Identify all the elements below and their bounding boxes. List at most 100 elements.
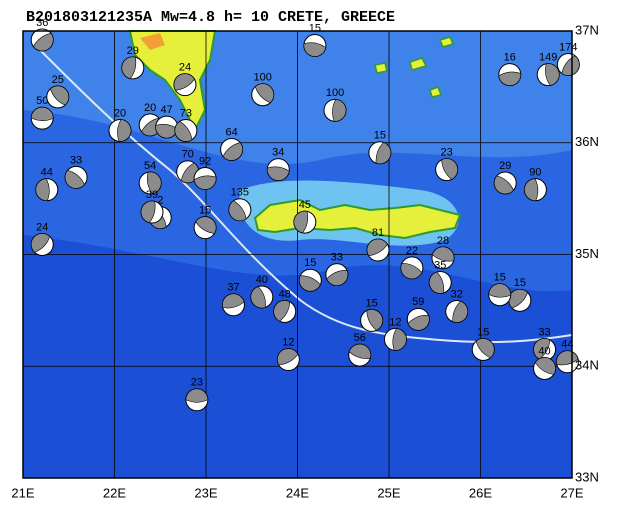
beachball bbox=[406, 307, 430, 331]
beachball bbox=[138, 171, 162, 195]
beachball bbox=[445, 299, 469, 323]
beachball-quadrant bbox=[392, 328, 407, 351]
event-depth: 37 bbox=[227, 282, 239, 294]
beachball bbox=[471, 337, 495, 361]
beachball bbox=[140, 200, 164, 224]
beachball-quadrant bbox=[524, 178, 539, 201]
event-depth: 15 bbox=[494, 272, 506, 284]
beachball bbox=[523, 178, 547, 202]
beachball-quadrant bbox=[254, 83, 274, 104]
beachball bbox=[173, 73, 197, 97]
beachball-quadrant bbox=[117, 119, 132, 142]
beachball bbox=[174, 118, 198, 142]
event-depth: 81 bbox=[372, 227, 384, 239]
beachball bbox=[298, 268, 322, 292]
beachball-quadrant bbox=[33, 32, 54, 52]
beachball-quadrant bbox=[277, 348, 299, 366]
beachball-quadrant bbox=[30, 233, 51, 253]
beachball bbox=[46, 85, 70, 109]
beachball bbox=[228, 198, 252, 222]
beachball bbox=[30, 28, 54, 52]
beachball-quadrant bbox=[155, 124, 178, 139]
event-depth: 32 bbox=[451, 288, 463, 300]
lat-label: 37N bbox=[575, 22, 599, 37]
event-depth: 35 bbox=[434, 259, 446, 271]
beachball bbox=[30, 106, 54, 130]
beachball-quadrant bbox=[193, 175, 217, 190]
islands bbox=[374, 36, 455, 98]
event-depth: 149 bbox=[539, 51, 557, 63]
event-depth: 2 bbox=[157, 195, 163, 207]
beachball-quadrant bbox=[50, 85, 70, 106]
event-depth: 12 bbox=[282, 336, 294, 348]
beachball bbox=[64, 165, 88, 189]
event-depth: 39 bbox=[146, 189, 158, 201]
beachball-quadrant bbox=[140, 200, 156, 224]
beachball-quadrant bbox=[428, 271, 445, 294]
event-depth: 22 bbox=[406, 245, 418, 257]
beachball-quadrant bbox=[366, 238, 388, 257]
lon-label: 25E bbox=[377, 485, 400, 500]
event-depth: 23 bbox=[441, 146, 453, 158]
lat-label: 33N bbox=[575, 469, 599, 484]
frame bbox=[22, 30, 573, 479]
beachball-quadrant bbox=[64, 169, 85, 189]
beachball-quadrant bbox=[273, 300, 291, 322]
beachball-quadrant bbox=[222, 142, 243, 161]
event-depth: 15 bbox=[374, 130, 386, 142]
lon-label: 23E bbox=[194, 485, 217, 500]
beachball bbox=[536, 63, 560, 87]
beachball-quadrant bbox=[121, 56, 137, 79]
beachball bbox=[35, 178, 59, 202]
event-depth: 135 bbox=[231, 187, 249, 199]
beachball-quadrant bbox=[432, 246, 455, 262]
beachball bbox=[400, 256, 424, 280]
beachball bbox=[533, 337, 557, 361]
beachball-quadrant bbox=[475, 338, 495, 359]
beachball-quadrant bbox=[545, 63, 560, 86]
beachball bbox=[193, 167, 217, 191]
event-depth: 15 bbox=[514, 277, 526, 289]
mountain bbox=[140, 33, 165, 50]
event-depth: 12 bbox=[389, 316, 401, 328]
event-depth: 100 bbox=[254, 72, 272, 84]
beachball-quadrant bbox=[493, 175, 514, 195]
lon-label: 26E bbox=[469, 485, 492, 500]
beachball-quadrant bbox=[293, 210, 309, 234]
event-depth: 73 bbox=[180, 107, 192, 119]
beachball-quadrant bbox=[303, 42, 327, 57]
beachball bbox=[431, 246, 455, 270]
event-depth: 29 bbox=[499, 160, 511, 172]
beachball bbox=[533, 356, 557, 380]
event-depth: 50 bbox=[36, 95, 48, 107]
beachball bbox=[220, 137, 244, 161]
event-depth: 20 bbox=[144, 102, 156, 114]
lat-label: 36N bbox=[575, 134, 599, 149]
event-depth: 33 bbox=[538, 326, 550, 338]
event-depth: 90 bbox=[529, 167, 541, 179]
event-depth: 33 bbox=[331, 252, 343, 264]
lat-label: 34N bbox=[575, 358, 599, 373]
beachball-quadrant bbox=[332, 99, 347, 122]
beachball-quadrant bbox=[185, 388, 209, 403]
beachball bbox=[368, 141, 392, 165]
beachball-quadrant bbox=[146, 171, 162, 195]
beachball bbox=[366, 238, 390, 262]
beachball-quadrant bbox=[173, 73, 195, 91]
beachball-quadrant bbox=[326, 270, 349, 286]
beachball bbox=[273, 299, 297, 323]
event-depth: 23 bbox=[191, 377, 203, 389]
beachball-quadrant bbox=[400, 262, 423, 280]
events: 23 100 100 64 34 135 45 81 28 23 15 33 15 40 48 37 15 54 7… bbox=[30, 17, 580, 412]
beachball-quadrant bbox=[533, 338, 551, 360]
beachball-quadrant bbox=[375, 142, 392, 165]
beachball bbox=[155, 115, 179, 139]
beachball bbox=[383, 327, 407, 351]
beachball-quadrant bbox=[222, 293, 245, 309]
event-depth: 24 bbox=[179, 62, 191, 74]
beachball bbox=[108, 118, 132, 142]
beachball bbox=[435, 158, 459, 182]
event-depth: 54 bbox=[144, 160, 156, 172]
beachball bbox=[303, 34, 327, 58]
